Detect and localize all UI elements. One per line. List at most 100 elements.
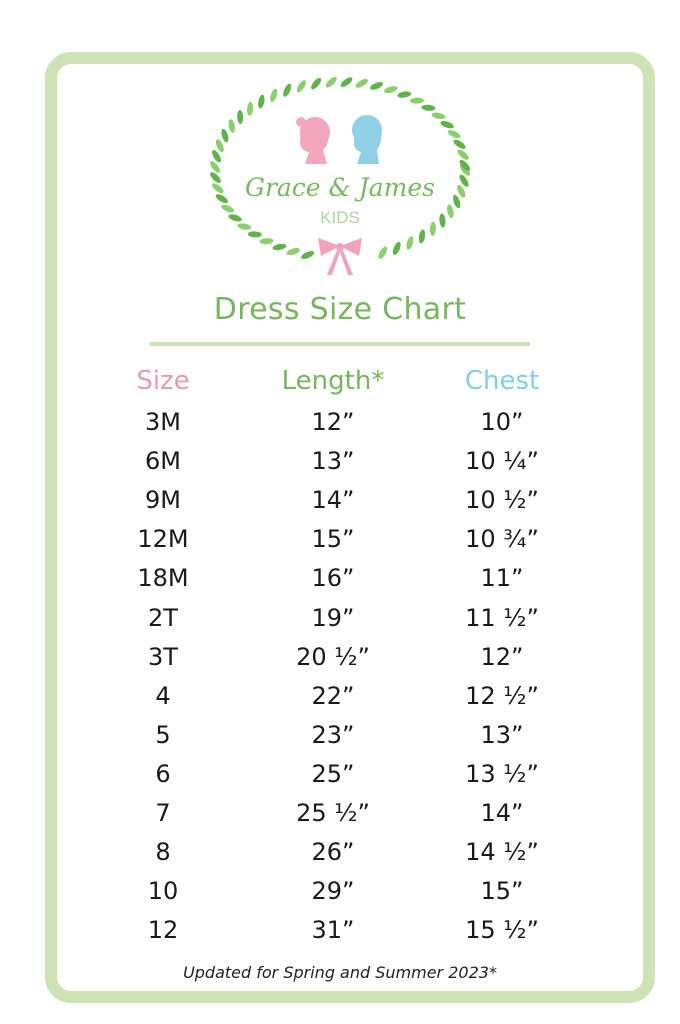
leaf-icon <box>237 223 252 230</box>
row-length-cell: 19” <box>311 603 355 632</box>
leaf-icon <box>418 229 426 244</box>
row-chest-cell: 15” <box>480 877 524 906</box>
logo-sub-text: KIDS <box>320 208 360 227</box>
leaf-icon <box>459 174 469 187</box>
leaf-icon <box>247 101 254 116</box>
row-size-cell: 6 <box>155 759 171 788</box>
leaf-icon <box>221 204 235 213</box>
leaf-icon <box>270 88 278 103</box>
length-column-header: Length* <box>281 366 385 396</box>
leaf-icon <box>409 97 424 104</box>
row-size-cell: 2T <box>148 603 178 632</box>
row-size-cell: 4 <box>155 681 171 710</box>
page-title: Dress Size Chart <box>213 292 467 327</box>
leaf-icon <box>325 76 337 88</box>
leaf-icon <box>212 150 221 163</box>
leaf-icon <box>457 184 466 198</box>
row-chest-cell: 15 ½” <box>465 916 539 945</box>
card-border <box>45 52 655 1003</box>
leaf-icon <box>258 94 265 109</box>
leaf-icon <box>247 231 262 238</box>
row-chest-cell: 11 ½” <box>465 603 539 632</box>
row-length-cell: 26” <box>311 838 355 867</box>
row-chest-cell: 12 ½” <box>465 681 539 710</box>
leaf-icon <box>378 246 388 259</box>
leaf-icon <box>311 77 322 90</box>
title-divider <box>150 342 530 346</box>
row-size-cell: 7 <box>155 799 171 827</box>
row-length-cell: 20 ½” <box>296 642 370 671</box>
leaf-icon <box>355 78 368 88</box>
leaf-icon <box>210 172 221 184</box>
row-size-cell: 3M <box>145 408 181 436</box>
row-chest-cell: 14” <box>480 799 524 827</box>
wreath-icon <box>210 76 471 260</box>
leaf-icon <box>369 81 384 90</box>
row-length-cell: 16” <box>311 564 355 593</box>
row-length-cell: 31” <box>311 916 355 945</box>
leaf-icon <box>384 86 398 94</box>
brand-logo: Grace & James KIDS <box>210 76 471 275</box>
leaf-icon <box>421 104 436 111</box>
size-column-header: Size <box>136 366 190 396</box>
row-length-cell: 15” <box>311 525 355 554</box>
leaf-icon <box>301 250 315 260</box>
row-length-cell: 23” <box>311 720 355 749</box>
girl-silhouette-icon <box>296 117 330 164</box>
leaf-icon <box>429 221 436 236</box>
leaf-icon <box>459 159 471 171</box>
leaf-icon <box>440 121 454 129</box>
leaf-icon <box>397 91 412 98</box>
row-length-cell: 14” <box>311 486 355 515</box>
row-chest-cell: 10 ½” <box>465 486 539 515</box>
row-length-cell: 12” <box>311 408 355 436</box>
leaf-icon <box>237 110 244 125</box>
row-size-cell: 18M <box>137 564 189 593</box>
leaf-icon <box>457 149 469 160</box>
row-chest-cell: 12” <box>480 642 524 671</box>
row-chest-cell: 13 ½” <box>465 759 539 788</box>
leaf-icon <box>453 139 466 149</box>
leaf-icon <box>228 214 242 222</box>
leaf-icon <box>439 213 446 228</box>
leaf-icon <box>392 241 401 255</box>
row-size-cell: 12M <box>137 525 189 554</box>
row-chest-cell: 11” <box>480 564 524 593</box>
leaf-icon <box>215 139 224 153</box>
leaf-icon <box>431 112 446 120</box>
leaf-icon <box>286 248 300 256</box>
leaf-icon <box>259 238 274 245</box>
leaf-icon <box>215 194 229 204</box>
leaf-icon <box>296 80 306 93</box>
leaf-icon <box>210 161 220 173</box>
leaf-icon <box>221 128 229 143</box>
leaf-icon <box>272 243 287 251</box>
row-size-cell: 12 <box>147 916 179 945</box>
row-size-cell: 9M <box>145 486 181 515</box>
row-chest-cell: 13” <box>480 720 524 749</box>
row-length-cell: 22” <box>311 681 355 710</box>
row-length-cell: 29” <box>311 877 355 906</box>
leaf-icon <box>228 119 235 133</box>
row-length-cell: 25” <box>311 759 355 788</box>
row-chest-cell: 14 ½” <box>465 838 539 867</box>
leaf-icon <box>447 130 461 139</box>
leaf-icon <box>447 204 454 219</box>
chest-column-header: Chest <box>464 366 540 396</box>
row-size-cell: 5 <box>155 720 171 749</box>
row-size-cell: 8 <box>155 838 171 867</box>
row-chest-cell: 10 ¼” <box>465 447 539 476</box>
row-size-cell: 3T <box>148 642 178 671</box>
leaf-icon <box>211 183 224 194</box>
logo-brand-text: Grace & James <box>245 173 435 202</box>
row-chest-cell: 10” <box>480 408 524 436</box>
bow-icon <box>318 238 362 275</box>
row-length-cell: 13” <box>311 447 355 476</box>
leaf-icon <box>340 77 353 87</box>
row-size-cell: 10 <box>147 877 179 906</box>
leaf-icon <box>406 236 414 250</box>
row-size-cell: 6M <box>145 447 181 476</box>
leaf-icon <box>283 83 292 97</box>
row-chest-cell: 10 ¾” <box>465 525 539 554</box>
leaf-icon <box>453 194 461 209</box>
